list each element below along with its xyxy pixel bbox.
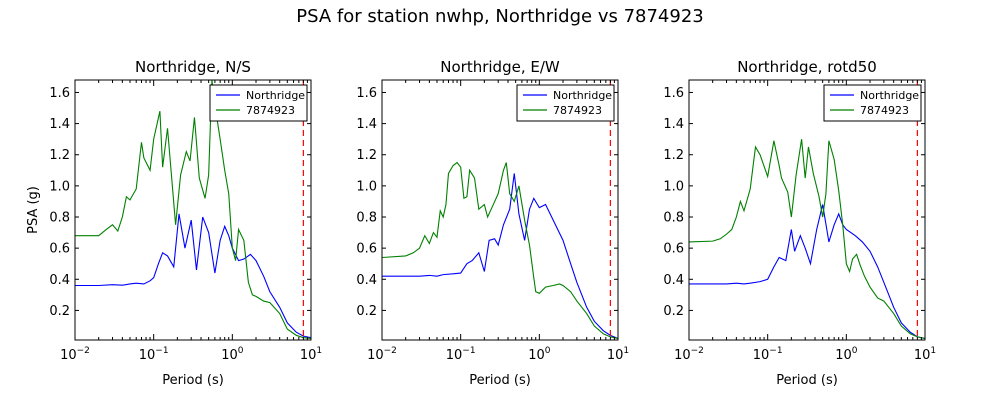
x-axis-label: Period (s)	[162, 373, 224, 388]
y-tick-label: 0.8	[356, 211, 377, 226]
series-line-northridge	[689, 204, 925, 339]
x-tick-label: 10−1	[139, 346, 169, 363]
panel-title: Northridge, E/W	[440, 58, 560, 76]
y-tick-label: 1.6	[356, 86, 377, 101]
series-lines	[75, 80, 311, 339]
y-tick-label: 0.4	[356, 273, 377, 288]
y-tick-label: 0.4	[663, 273, 684, 288]
y-tick-label: 1.4	[49, 117, 70, 132]
legend-box	[823, 84, 922, 122]
y-tick-label: 1.2	[49, 148, 70, 163]
x-tick-label: 10−2	[367, 346, 397, 363]
plot-frame	[688, 79, 926, 341]
y-tick-label: 0.2	[49, 304, 70, 319]
chart-panel-3: Northridge, rotd50 0.2 0.4 0.6 0.8 1.0 1.2 1.4 1…	[663, 58, 936, 388]
series-line-7874923	[75, 80, 311, 339]
x-tick-label: 10−2	[60, 346, 90, 363]
legend-label: Northridge	[553, 89, 612, 102]
y-tick-label: 1.2	[663, 148, 684, 163]
plot-frame	[74, 79, 312, 341]
chart-panels: Northridge, N/S 0.2 0.4 0.6 0.8 1.0 1.2 1.4 1.6 1…	[26, 58, 936, 388]
y-tick-label: 1.0	[356, 179, 377, 194]
y-tick-label: 0.2	[663, 304, 684, 319]
y-tick-label: 1.0	[663, 179, 684, 194]
legend-label: 7874923	[860, 104, 909, 117]
x-tick-label: 10−1	[446, 346, 476, 363]
legend-label: 7874923	[553, 104, 602, 117]
y-tick-label: 1.4	[663, 117, 684, 132]
panel-title: Northridge, rotd50	[737, 58, 877, 76]
x-tick-label: 100	[528, 346, 551, 363]
panel-title: Northridge, N/S	[135, 58, 251, 76]
y-tick-label: 0.6	[49, 242, 70, 257]
x-axis-label: Period (s)	[776, 373, 838, 388]
y-axis-label: PSA (g)	[26, 186, 41, 234]
y-tick-label: 1.6	[663, 86, 684, 101]
series-line-northridge	[75, 213, 311, 339]
legend-box	[209, 84, 308, 122]
x-tick-label: 10−1	[753, 346, 783, 363]
y-tick-label: 1.0	[49, 179, 70, 194]
y-tick-label: 0.6	[356, 242, 377, 257]
x-tick-label: 101	[914, 346, 936, 363]
y-tick-label: 0.6	[663, 242, 684, 257]
series-lines	[382, 161, 618, 339]
plot-frame	[381, 79, 619, 341]
x-tick-label: 100	[221, 346, 244, 363]
series-lines	[689, 139, 925, 339]
legend: Northridge 7874923	[516, 84, 615, 122]
x-tick-label: 10−2	[674, 346, 704, 363]
series-line-northridge	[382, 173, 618, 339]
x-tick-label: 100	[835, 346, 858, 363]
x-axis-label: Period (s)	[469, 373, 531, 388]
legend: Northridge 7874923	[209, 84, 308, 122]
y-tick-label: 0.4	[49, 273, 70, 288]
x-tick-label: 101	[300, 346, 322, 363]
legend-label: Northridge	[860, 89, 919, 102]
legend-label: 7874923	[246, 104, 295, 117]
series-line-7874923	[689, 139, 925, 339]
y-tick-label: 0.8	[663, 211, 684, 226]
legend-label: Northridge	[246, 89, 305, 102]
y-tick-label: 1.4	[356, 117, 377, 132]
legend-box	[516, 84, 615, 122]
chart-panel-1: Northridge, N/S 0.2 0.4 0.6 0.8 1.0 1.2 1.4 1.6 1…	[26, 58, 322, 388]
y-tick-label: 1.2	[356, 148, 377, 163]
y-tick-label: 0.8	[49, 211, 70, 226]
y-tick-label: 0.2	[356, 304, 377, 319]
legend: Northridge 7874923	[823, 84, 922, 122]
x-tick-label: 101	[607, 346, 629, 363]
chart-panel-2: Northridge, E/W 0.2 0.4 0.6 0.8 1.0 1.2 1.4 1.6 1…	[356, 58, 629, 388]
figure-title: PSA for station nwhp, Northridge vs 7874…	[296, 6, 704, 27]
series-line-7874923	[382, 161, 618, 339]
y-tick-label: 1.6	[49, 86, 70, 101]
